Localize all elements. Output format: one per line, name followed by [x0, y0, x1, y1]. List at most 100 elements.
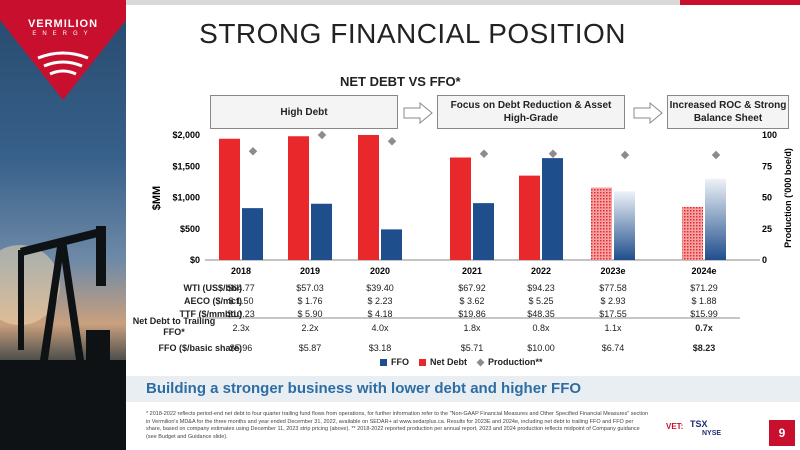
banner-text: Building a stronger business with lower … [146, 380, 582, 397]
net-debt-bar [358, 135, 379, 260]
ffo-bar [705, 178, 726, 260]
table-cell: 4.0x [371, 323, 389, 333]
production-marker [620, 150, 630, 160]
table-cell: $5.71 [460, 343, 484, 353]
table-cell: 0.7x [695, 323, 713, 333]
table-cell: $ 5.25 [528, 296, 554, 306]
brand-name: VERMILION [27, 18, 99, 30]
table-row: AECO ($/mcf) $ 1.50 $ 1.76 $ 2.23 $ 3.62 $ 5.… [130, 296, 750, 308]
table-cell: $57.03 [296, 283, 324, 293]
y-tick-label: $0 [190, 255, 200, 265]
table-cell: $94.23 [527, 283, 555, 293]
takeaway-banner: Building a stronger business with lower … [126, 376, 800, 402]
net-debt-bar [591, 187, 612, 260]
y-tick-label: $1,500 [172, 161, 200, 171]
phase-high-debt: High Debt [210, 95, 398, 129]
table-row: TTF ($/mmbtu) $10.23 $ 5.90 $ 4.18 $19.86 $48… [130, 309, 750, 321]
table-cell: $77.58 [599, 283, 627, 293]
table-cell: 0.8x [532, 323, 550, 333]
ffo-bar [473, 203, 494, 260]
table-cell: $64.77 [227, 283, 255, 293]
table-cell: $10.00 [527, 343, 555, 353]
y2-axis-label: Production ('000 boe/d) [783, 148, 793, 248]
row-label: TTF ($/mmbtu) [179, 309, 243, 319]
y-tick-label: $1,000 [172, 193, 200, 203]
net-debt-bar [682, 206, 703, 260]
legend-swatch [476, 358, 485, 366]
production-marker [248, 147, 258, 156]
table-cell: $15.99 [690, 309, 718, 319]
table-cell: $17.55 [599, 309, 627, 319]
legend-swatch [419, 358, 426, 366]
table-cell: $48.35 [527, 309, 555, 319]
ffo-bar [542, 158, 563, 260]
ticker-tsx: TSX [690, 419, 708, 429]
table-cell: $ 1.50 [228, 296, 254, 306]
y2-tick-label: 0 [762, 255, 767, 265]
footnote: * 2018-2022 reflects period-end net debt… [146, 411, 649, 440]
table-cell: 1.8x [463, 323, 481, 333]
table-row: WTI (US$/bbl) $64.77 $57.03 $39.40 $67.92 $94… [130, 283, 750, 295]
table-cell: $10.23 [227, 309, 255, 319]
ffo-bar [311, 203, 332, 260]
x-tick-label: 2018 [231, 266, 251, 276]
legend-label: Production** [488, 357, 543, 367]
x-tick-label: 2021 [462, 266, 482, 276]
page-number: 9 [769, 420, 795, 446]
table-cell: $71.29 [690, 283, 718, 293]
x-tick-label: 2020 [370, 266, 390, 276]
table-cell: $67.92 [458, 283, 486, 293]
y2-tick-label: 100 [762, 130, 777, 140]
ffo-bar [614, 191, 635, 260]
x-tick-label: 2023e [600, 266, 625, 276]
table-cell: $5.87 [298, 343, 322, 353]
production-marker [548, 149, 558, 158]
net-debt-bar [450, 157, 471, 260]
table-cell: $ 2.93 [600, 296, 626, 306]
y2-tick-label: 50 [762, 193, 772, 203]
net-debt-bar [288, 136, 309, 260]
table-cell: $ 5.90 [297, 309, 323, 319]
top-accent-line [126, 0, 800, 5]
table-cell: $ 1.76 [297, 296, 323, 306]
y2-tick-label: 25 [762, 224, 772, 234]
row-label: Net Debt to Trailing FFO* [132, 316, 216, 337]
brand-sub: ENERGY [32, 31, 94, 37]
table-cell: 2.2x [301, 323, 319, 333]
row-label: WTI (US$/bbl) [183, 283, 243, 293]
production-marker [387, 137, 397, 146]
table-cell: $8.23 [692, 343, 716, 353]
table-cell: $ 4.18 [367, 309, 393, 319]
table-cell: $ 3.62 [459, 296, 485, 306]
y-tick-label: $2,000 [172, 130, 200, 140]
table-row: Net Debt to Trailing FFO* 2.3x 2.2x 4.0x 1.8… [130, 316, 750, 337]
phase-debt-reduction: Focus on Debt Reduction & Asset High-Gra… [437, 95, 625, 129]
logo-banner [0, 0, 126, 100]
production-marker [317, 130, 327, 140]
arrow-right-icon [403, 102, 433, 124]
legend-label: Net Debt [430, 357, 468, 367]
arrow-right-icon [633, 102, 663, 124]
table-cell: $19.86 [458, 309, 486, 319]
table-cell: 1.1x [604, 323, 622, 333]
ticker-vet: VET: [666, 422, 684, 431]
net-debt-bar [519, 175, 540, 260]
y-axis-label: $MM [151, 186, 163, 210]
table-cell: $ 2.23 [367, 296, 393, 306]
table-row: FFO ($/basic share) $5.96 $5.87 $3.18 $5.71 $… [130, 343, 750, 355]
pumpjack-silhouette [0, 226, 126, 450]
y-tick-label: $500 [180, 224, 200, 234]
brand-logo: VERMILION ENERGY [0, 0, 126, 100]
x-tick-label: 2019 [300, 266, 320, 276]
production-marker [711, 150, 721, 160]
table-cell: $ 1.88 [691, 296, 717, 306]
y2-tick-label: 75 [762, 161, 772, 171]
net-debt-bar [219, 138, 240, 260]
phase-increased-roc: Increased ROC & Strong Balance Sheet [667, 95, 789, 129]
ffo-bar [242, 208, 263, 260]
legend-label: FFO [391, 357, 409, 367]
row-label: FFO ($/basic share) [158, 343, 242, 353]
production-marker [479, 149, 489, 158]
x-tick-label: 2022 [531, 266, 551, 276]
